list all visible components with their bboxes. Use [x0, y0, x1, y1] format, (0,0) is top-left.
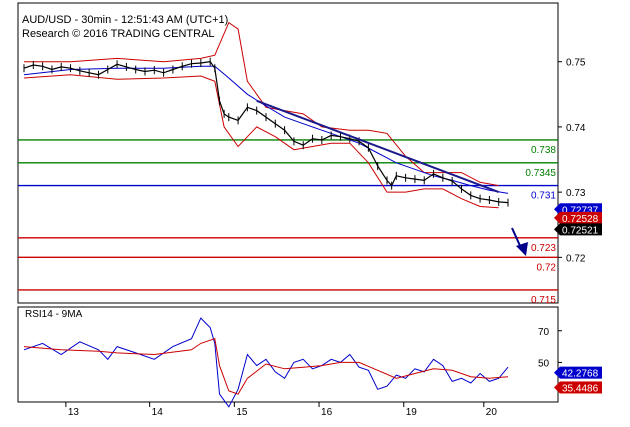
rsi-y-tick-label: 70: [538, 327, 550, 338]
level-label: 0.7345: [525, 168, 556, 179]
price-badge-ma-pointer: [554, 203, 560, 216]
trendline: [256, 99, 500, 194]
price-series-group: [23, 21, 509, 209]
level-label: 0.72: [537, 262, 557, 273]
price-badge-band-bg: [560, 211, 602, 224]
rsi-badge-ma: 35.4486: [562, 383, 599, 394]
x-tick-label: 14: [152, 407, 164, 418]
chart-title: AUD/USD - 30min - 12:51:43 AM (UTC+1): [22, 14, 229, 26]
price-y-tick-label: 0.74: [566, 123, 586, 134]
chart-subtitle: Research © 2016 TRADING CENTRAL: [22, 28, 215, 40]
rsi-ma-line: [23, 338, 509, 395]
support-resistance-levels: 0.738 0.7345 0.731 0.723 0.72 0.715: [18, 139, 558, 306]
rsi-badge-value-bg: [560, 366, 602, 379]
rsi-badge-ma-bg: [560, 381, 602, 394]
rsi-badge-value-pointer: [554, 366, 560, 379]
price-badge-band: 0.72528: [562, 214, 599, 225]
price-badge-last-pointer: [554, 223, 560, 236]
x-tick-label: 16: [321, 407, 333, 418]
price-badge-ma: 0.72737: [562, 205, 599, 216]
x-tick-label: 15: [236, 407, 248, 418]
price-panel: [17, 2, 559, 304]
rsi-panel: [17, 306, 559, 403]
level-label: 0.731: [531, 191, 556, 202]
rsi-line: [23, 317, 509, 408]
x-tick-label: 13: [68, 407, 80, 418]
rsi-badge-value: 42.2768: [562, 369, 599, 380]
price-y-tick-label: 0.72: [566, 253, 586, 264]
price-badge-last-bg: [560, 223, 602, 236]
level-label: 0.738: [531, 145, 556, 156]
x-tick-label: 19: [406, 407, 418, 418]
price-badge-last: 0.72521: [562, 225, 599, 236]
level-label: 0.723: [531, 243, 556, 254]
rsi-badge-ma-pointer: [554, 381, 560, 394]
rsi-series-group: [23, 317, 509, 408]
axes-group: 0.75 0.74 0.73 0.72 70 50 13 14 15 16 19 20: [65, 58, 586, 418]
price-series-line: [23, 61, 509, 204]
price-y-tick-label: 0.73: [566, 188, 586, 199]
rsi-panel-title: RSI14 - 9MA: [25, 309, 83, 320]
down-arrow-icon: [511, 227, 528, 256]
rsi-y-tick-label: 50: [538, 358, 550, 369]
level-label: 0.715: [531, 295, 556, 306]
price-y-tick-label: 0.75: [566, 58, 586, 69]
price-badge-band-pointer: [554, 211, 560, 224]
x-tick-label: 20: [486, 407, 498, 418]
